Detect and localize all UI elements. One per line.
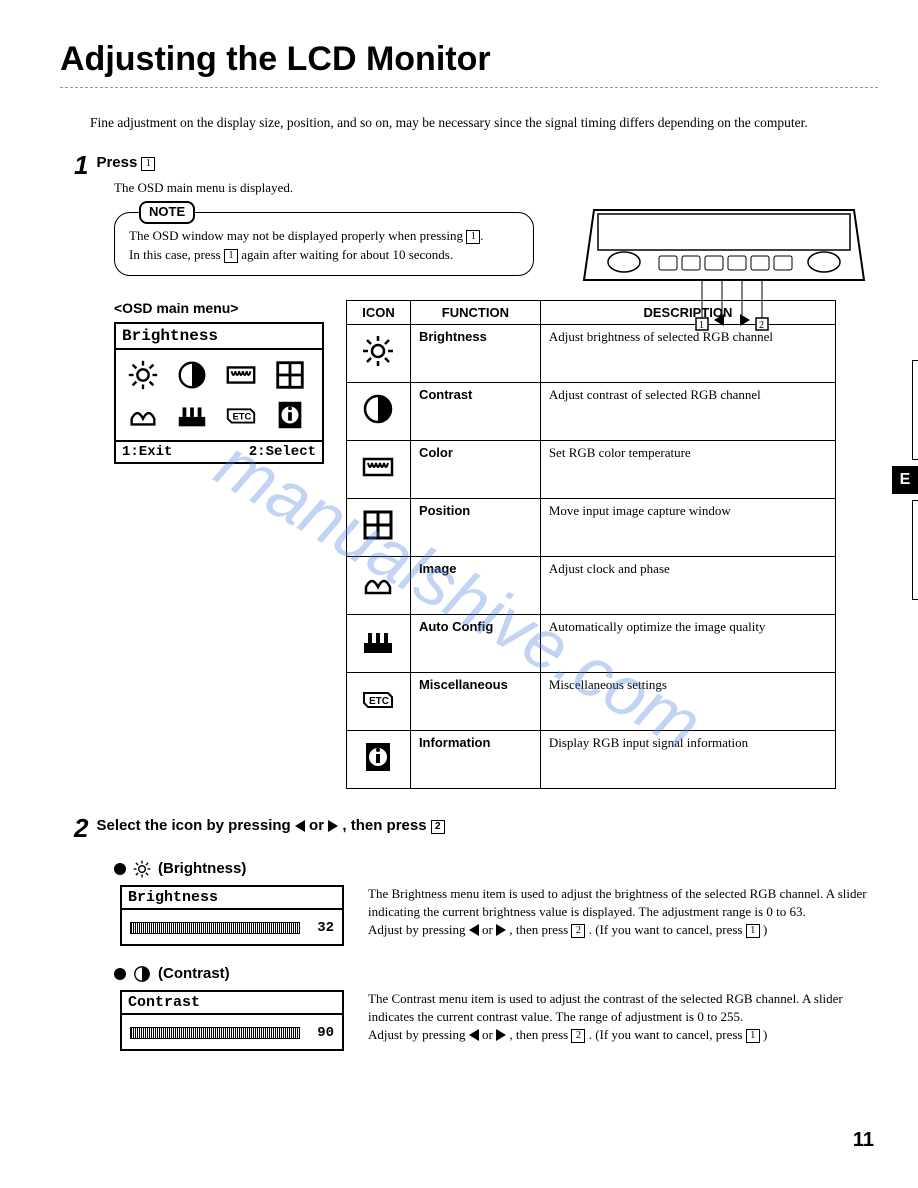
bullet-icon bbox=[114, 968, 126, 980]
row-func: Brightness bbox=[410, 324, 540, 382]
step-2-label-c: , then press bbox=[338, 817, 431, 834]
row-func: Auto Config bbox=[410, 614, 540, 672]
side-bracket-top bbox=[912, 360, 918, 460]
th-func: FUNCTION bbox=[410, 300, 540, 324]
osd-sun-icon bbox=[124, 358, 162, 392]
row-icon bbox=[347, 324, 411, 382]
row-desc: Miscellaneous settings bbox=[540, 672, 835, 730]
sun-icon bbox=[132, 859, 152, 879]
note-line1b: . bbox=[480, 228, 483, 243]
row-icon bbox=[347, 556, 411, 614]
table-row: Image Adjust clock and phase bbox=[347, 556, 836, 614]
row-icon bbox=[347, 382, 411, 440]
step-1-subtext: The OSD main menu is displayed. bbox=[114, 180, 878, 196]
osd-footer-left: 1:Exit bbox=[122, 444, 172, 460]
step-1-label: Press bbox=[96, 154, 137, 171]
contrast-icon bbox=[132, 964, 152, 984]
bullet-icon bbox=[114, 863, 126, 875]
row-icon bbox=[347, 498, 411, 556]
table-row: Miscellaneous Miscellaneous settings bbox=[347, 672, 836, 730]
monitor-diagram: 1 2 bbox=[574, 200, 874, 350]
step-2-label-a: Select the icon by pressing bbox=[96, 817, 294, 834]
right-arrow-icon bbox=[328, 820, 338, 832]
brightness-box-title: Brightness bbox=[122, 887, 342, 910]
left-arrow-icon bbox=[295, 820, 305, 832]
note-line2b: again after waiting for about 10 seconds… bbox=[238, 247, 453, 262]
brightness-heading-text: (Brightness) bbox=[158, 860, 246, 877]
table-row: Color Set RGB color temperature bbox=[347, 440, 836, 498]
table-row: Position Move input image capture window bbox=[347, 498, 836, 556]
row-icon bbox=[347, 730, 411, 788]
osd-etc-icon bbox=[222, 398, 260, 432]
contrast-slider-box: Contrast 90 bbox=[120, 990, 344, 1051]
osd-window: Brightness 1:Exit 2:Select bbox=[114, 322, 324, 464]
note-box: NOTE The OSD window may not be displayed… bbox=[114, 212, 534, 276]
row-func: Miscellaneous bbox=[410, 672, 540, 730]
intro-text: Fine adjustment on the display size, pos… bbox=[90, 114, 848, 132]
table-row: Auto Config Automatically optimize the i… bbox=[347, 614, 836, 672]
row-desc: Adjust clock and phase bbox=[540, 556, 835, 614]
row-icon bbox=[347, 672, 411, 730]
osd-position-icon bbox=[271, 358, 309, 392]
row-desc: Automatically optimize the image quality bbox=[540, 614, 835, 672]
row-func: Position bbox=[410, 498, 540, 556]
brightness-text: The Brightness menu item is used to adju… bbox=[368, 885, 868, 946]
page-number: 11 bbox=[853, 1129, 874, 1152]
title-rule bbox=[60, 87, 878, 88]
note-tab: NOTE bbox=[139, 201, 195, 224]
contrast-box-title: Contrast bbox=[122, 992, 342, 1015]
row-func: Contrast bbox=[410, 382, 540, 440]
step-1: 1 Press 1 bbox=[74, 154, 878, 178]
step-2-number: 2 bbox=[74, 815, 88, 841]
row-icon bbox=[347, 614, 411, 672]
row-func: Color bbox=[410, 440, 540, 498]
note-line1a: The OSD window may not be displayed prop… bbox=[129, 228, 466, 243]
table-row: Contrast Adjust contrast of selected RGB… bbox=[347, 382, 836, 440]
row-desc: Adjust contrast of selected RGB channel bbox=[540, 382, 835, 440]
row-desc: Display RGB input signal information bbox=[540, 730, 835, 788]
th-icon: ICON bbox=[347, 300, 411, 324]
row-func: Image bbox=[410, 556, 540, 614]
table-row: Information Display RGB input signal inf… bbox=[347, 730, 836, 788]
note-key1: 1 bbox=[466, 230, 480, 244]
osd-heading: <OSD main menu> bbox=[114, 300, 324, 316]
row-desc: Set RGB color temperature bbox=[540, 440, 835, 498]
row-func: Information bbox=[410, 730, 540, 788]
osd-info-icon bbox=[271, 398, 309, 432]
brightness-slider-box: Brightness 32 bbox=[120, 885, 344, 946]
keycap-1: 1 bbox=[141, 157, 155, 171]
diagram-key-1: 1 bbox=[699, 320, 704, 331]
contrast-heading-text: (Contrast) bbox=[158, 965, 230, 982]
keycap-2: 2 bbox=[431, 820, 445, 834]
row-icon bbox=[347, 440, 411, 498]
step-2-label-b: or bbox=[305, 817, 328, 834]
contrast-heading: (Contrast) bbox=[114, 964, 878, 984]
diagram-key-2: 2 bbox=[759, 320, 764, 331]
side-tab: E bbox=[892, 466, 918, 494]
note-key2: 1 bbox=[224, 249, 238, 263]
step-2: 2 Select the icon by pressing or , then … bbox=[74, 817, 878, 841]
contrast-slider bbox=[130, 1027, 300, 1039]
osd-image-icon bbox=[124, 398, 162, 432]
row-desc: Move input image capture window bbox=[540, 498, 835, 556]
brightness-value: 32 bbox=[306, 920, 334, 936]
side-bracket-bot bbox=[912, 500, 918, 600]
osd-auto-icon bbox=[173, 398, 211, 432]
osd-footer-right: 2:Select bbox=[249, 444, 316, 460]
function-table: ICON FUNCTION DESCRIPTION Brightness Adj… bbox=[346, 300, 836, 789]
note-line2a: In this case, press bbox=[129, 247, 224, 262]
page-title: Adjusting the LCD Monitor bbox=[60, 40, 878, 79]
contrast-text: The Contrast menu item is used to adjust… bbox=[368, 990, 868, 1051]
osd-window-title: Brightness bbox=[116, 324, 322, 350]
brightness-heading: (Brightness) bbox=[114, 859, 878, 879]
brightness-slider bbox=[130, 922, 300, 934]
osd-color-icon bbox=[222, 358, 260, 392]
contrast-value: 90 bbox=[306, 1025, 334, 1041]
step-1-number: 1 bbox=[74, 152, 88, 178]
osd-contrast-icon bbox=[173, 358, 211, 392]
